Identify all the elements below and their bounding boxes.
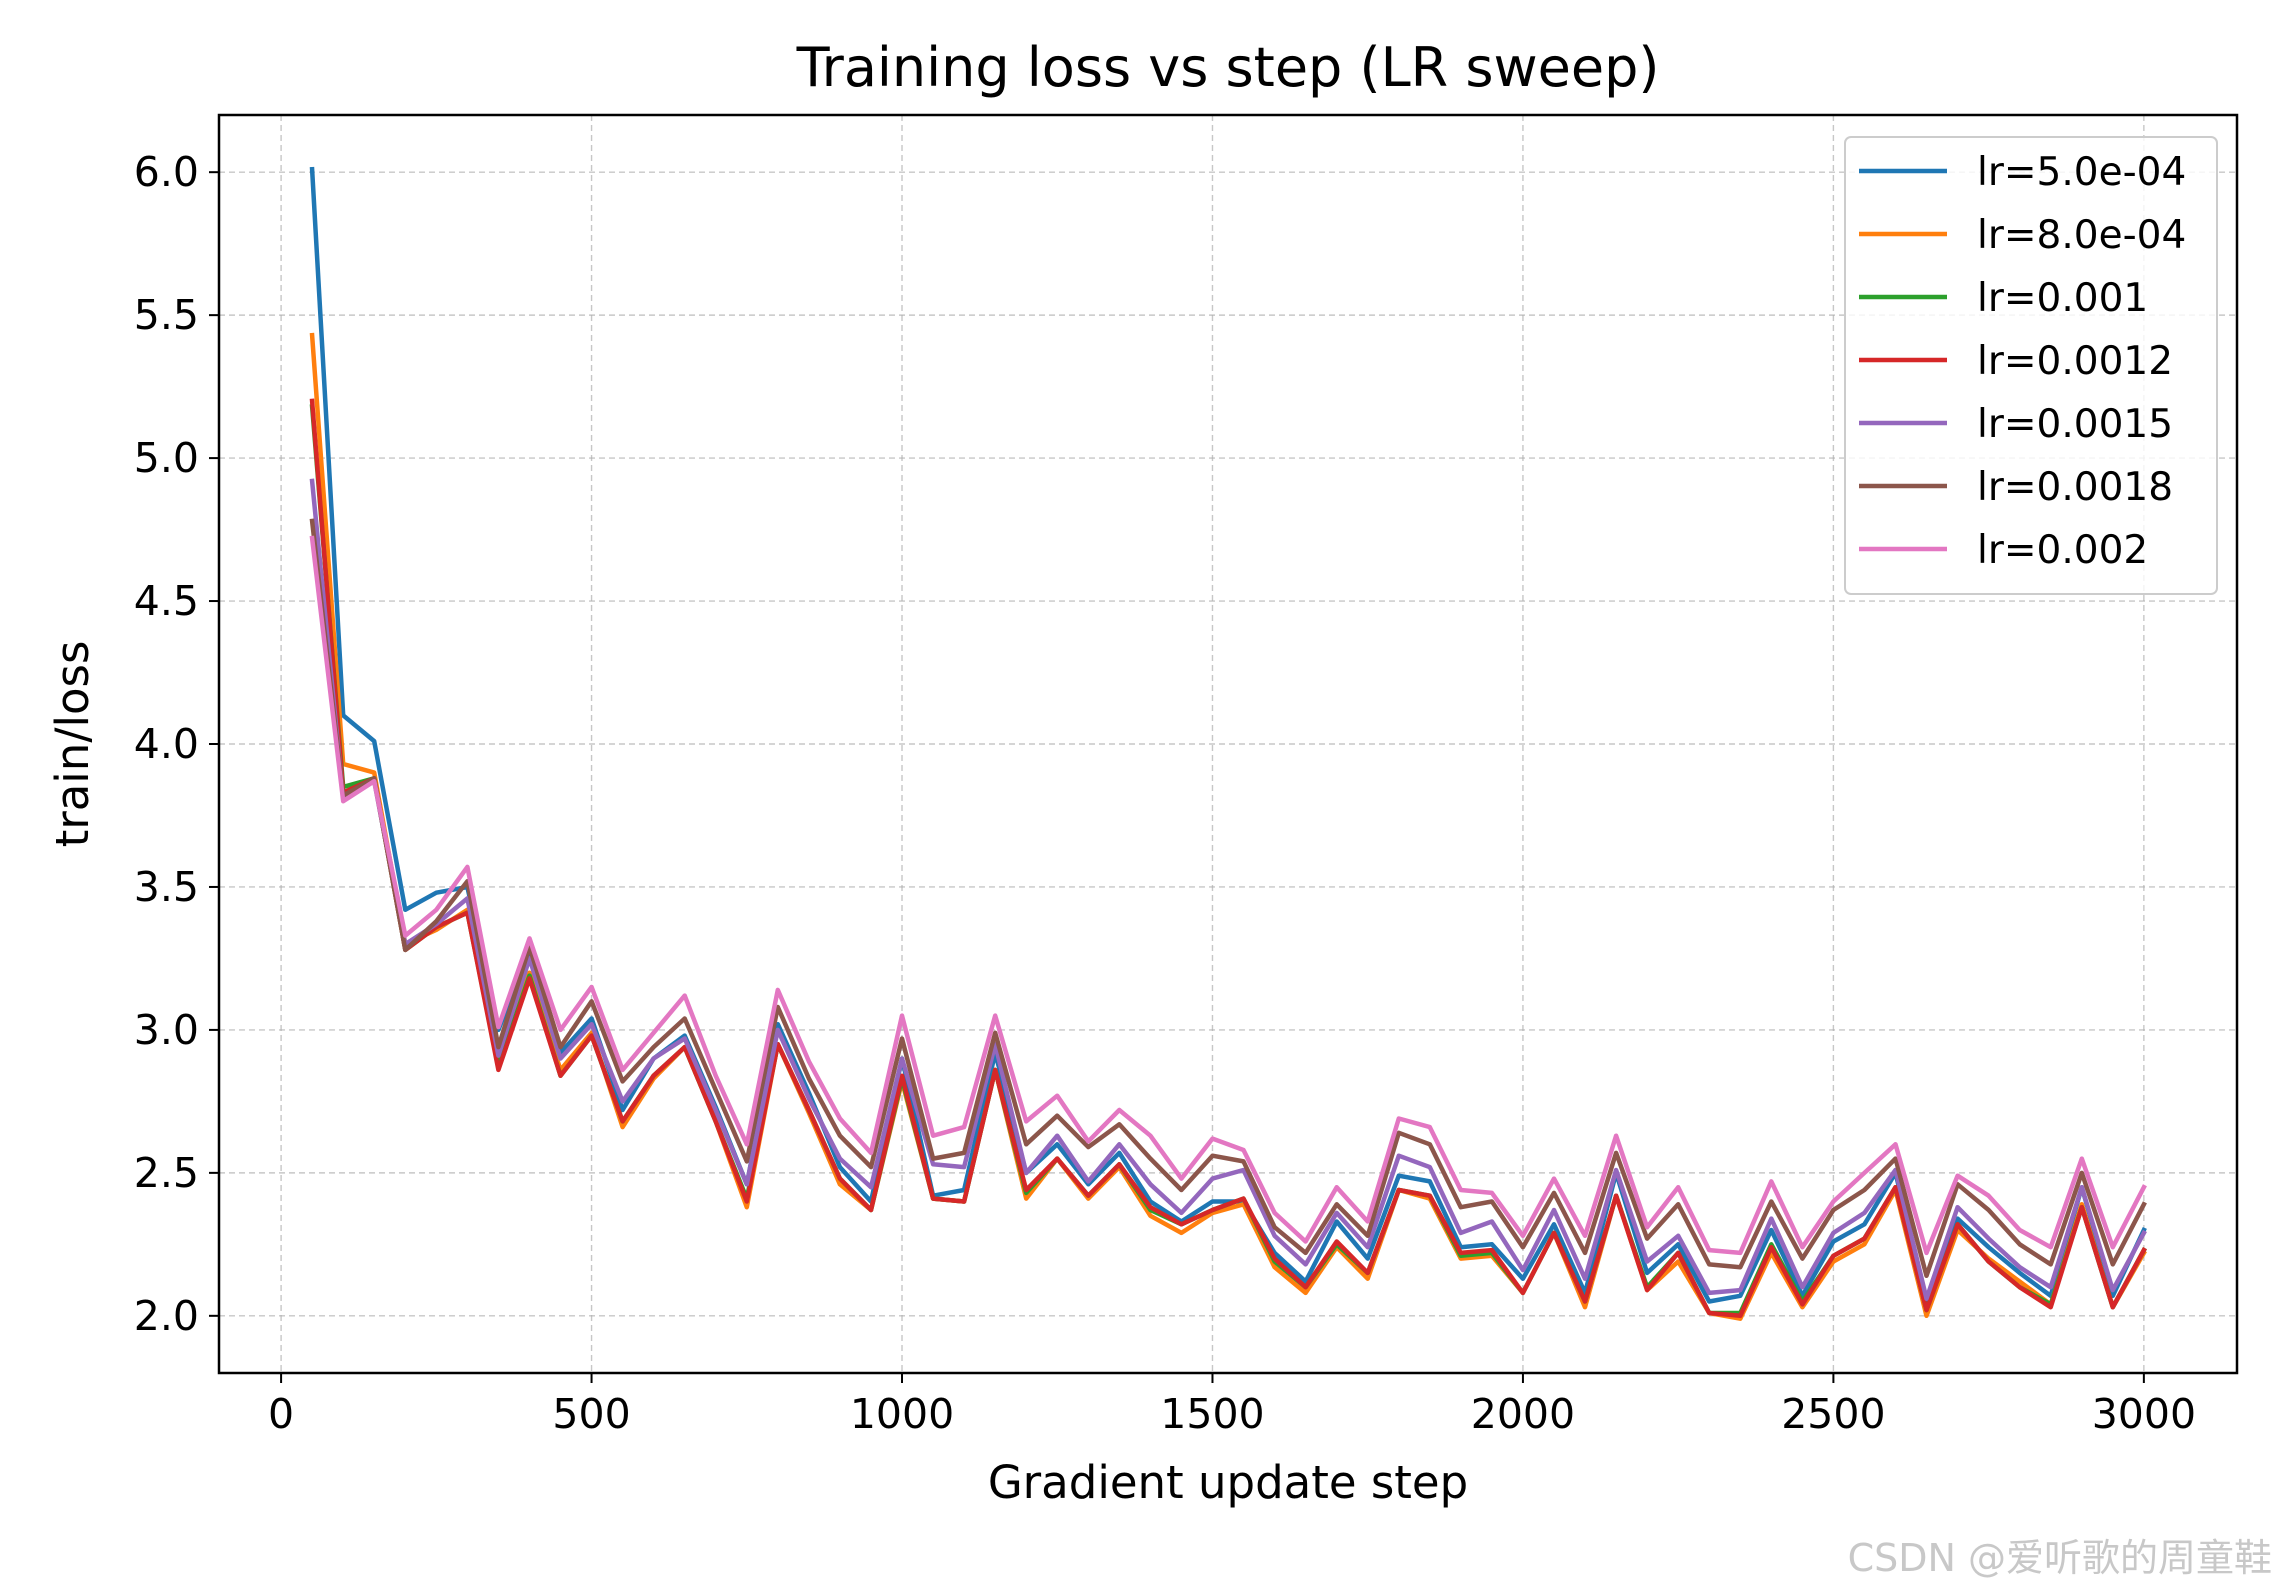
y-tick-label: 5.5 xyxy=(134,291,199,339)
x-axis-label: Gradient update step xyxy=(988,1456,1468,1509)
x-tick-label: 2500 xyxy=(1781,1390,1885,1438)
legend-label: lr=0.0015 xyxy=(1977,402,2173,447)
legend: lr=5.0e-04 lr=8.0e-04 lr=0.001 lr=0.0012 lr=… xyxy=(1844,136,2218,595)
series-line-lr=0.0012 xyxy=(309,398,2147,1319)
axis-ticks: 0 500 1000 1500 2000 2500 3000 2.0 2.5 3.0 3.5 4.0 4… xyxy=(134,148,2196,1438)
x-tick-label: 1500 xyxy=(1160,1390,1264,1438)
y-tick-label: 3.5 xyxy=(134,863,199,911)
y-tick-label: 2.5 xyxy=(134,1149,199,1197)
y-tick-label: 4.0 xyxy=(134,720,199,768)
legend-label: lr=0.001 xyxy=(1977,276,2148,321)
legend-label: lr=8.0e-04 xyxy=(1977,213,2186,258)
legend-label: lr=0.0018 xyxy=(1977,465,2173,510)
x-tick-label: 2000 xyxy=(1471,1390,1575,1438)
x-tick-label: 0 xyxy=(268,1390,294,1438)
legend-label: lr=5.0e-04 xyxy=(1977,150,2186,195)
y-tick-label: 2.0 xyxy=(134,1292,199,1340)
legend-box xyxy=(1844,136,2218,595)
chart-title: Training loss vs step (LR sweep) xyxy=(796,36,1660,99)
x-tick-label: 1000 xyxy=(850,1390,954,1438)
series-line-lr=0.002 xyxy=(309,535,2147,1256)
x-tick-label: 3000 xyxy=(2092,1390,2196,1438)
x-tick-label: 500 xyxy=(552,1390,630,1438)
series-line-lr=0.0015 xyxy=(309,478,2147,1301)
legend-label: lr=0.002 xyxy=(1977,528,2148,573)
legend-label: lr=0.0012 xyxy=(1977,339,2173,384)
y-tick-label: 4.5 xyxy=(134,577,199,625)
y-tick-label: 3.0 xyxy=(134,1006,199,1054)
y-tick-label: 6.0 xyxy=(134,148,199,196)
series-line-lr=5.0e-04 xyxy=(309,166,2147,1304)
y-tick-label: 5.0 xyxy=(134,434,199,482)
series-line-lr=0.0018 xyxy=(309,518,2147,1279)
watermark: CSDN @爱听歌的周童鞋 xyxy=(1847,1536,2272,1580)
series-lines xyxy=(309,166,2147,1321)
y-axis-label: train/loss xyxy=(46,641,99,848)
